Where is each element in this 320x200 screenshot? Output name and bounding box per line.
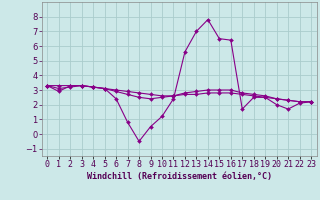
X-axis label: Windchill (Refroidissement éolien,°C): Windchill (Refroidissement éolien,°C) — [87, 172, 272, 181]
